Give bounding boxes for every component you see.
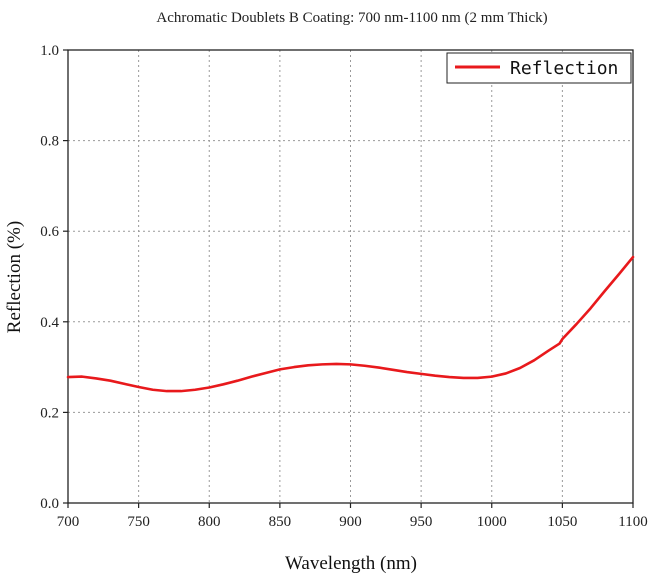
y-tick-label: 0.6 (40, 224, 59, 240)
legend: Reflection (446, 52, 632, 84)
chart-title: Achromatic Doublets B Coating: 700 nm-11… (156, 10, 547, 26)
legend-label-reflection: Reflection (510, 58, 618, 79)
y-tick-label: 1.0 (40, 43, 59, 59)
x-tick-label: 750 (127, 514, 150, 530)
x-tick-label: 950 (410, 514, 433, 530)
x-tick-label: 700 (57, 514, 80, 530)
x-tick-label: 1000 (477, 514, 507, 530)
y-tick-label: 0.2 (40, 405, 59, 421)
x-tick-label: 850 (269, 514, 292, 530)
axis-ticks: 700 750 800 850 900 950 1000 1050 1100 0.0 0.2 0.4 0… (40, 43, 647, 530)
x-tick-label: 1050 (547, 514, 577, 530)
y-axis-label: Reflection (%) (4, 221, 25, 333)
series-layer (66, 255, 635, 393)
x-tick-label: 900 (339, 514, 362, 530)
series-line-reflection (66, 255, 635, 393)
y-tick-label: 0.8 (40, 134, 59, 150)
y-tick-label: 0.4 (40, 315, 59, 331)
grid (68, 50, 633, 503)
x-tick-label: 1100 (618, 514, 647, 530)
y-tick-label: 0.0 (40, 496, 59, 512)
x-tick-label: 800 (198, 514, 221, 530)
x-axis-label: Wavelength (nm) (285, 553, 417, 574)
